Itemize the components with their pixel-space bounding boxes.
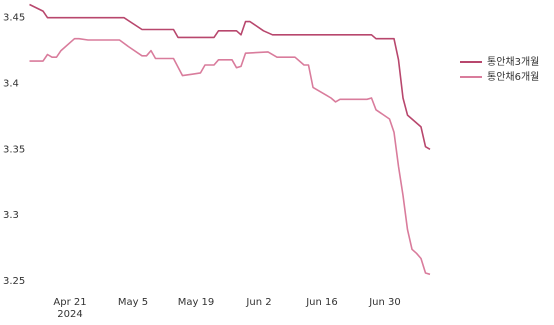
x-tick-label: May 5 [117, 297, 149, 308]
x-tick-label: Jun 30 [369, 297, 401, 308]
line [29, 3, 431, 150]
y-tick-label: 3.3 [3, 210, 19, 221]
x-tick-label: Apr 21 2024 [53, 297, 87, 320]
line [29, 37, 431, 276]
x-tick-label: May 19 [177, 297, 215, 308]
x-tick-label: Jun 2 [246, 297, 272, 308]
y-tick-label: 3.45 [3, 13, 25, 24]
y-tick-label: 3.25 [3, 276, 25, 287]
y-tick-label: 3.35 [3, 144, 25, 155]
y-tick-label: 3.4 [3, 78, 19, 89]
legend-label: 통안채3개월 [487, 56, 539, 68]
x-tick-label: Jun 16 [306, 297, 338, 308]
legend-label: 통안채6개월 [487, 71, 539, 83]
